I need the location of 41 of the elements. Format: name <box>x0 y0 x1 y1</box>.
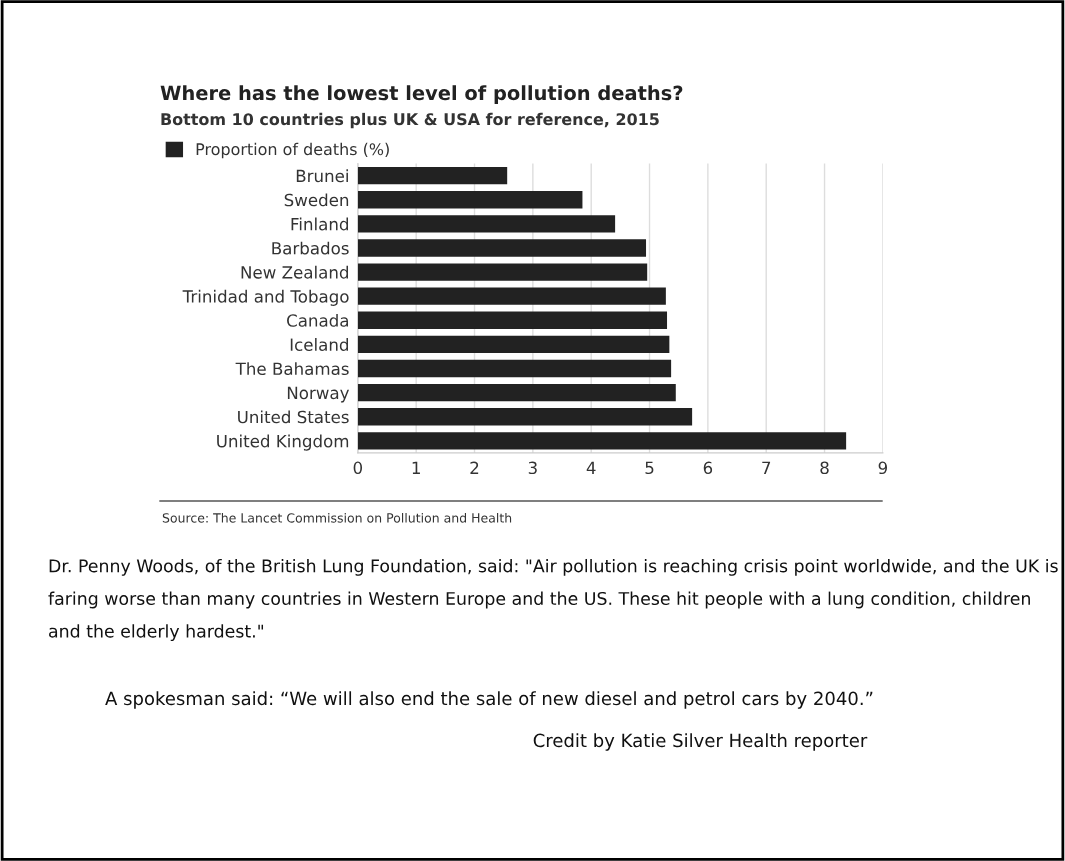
y-tick-label: Trinidad and Tobago <box>182 289 349 306</box>
y-tick-label: Sweden <box>284 193 349 207</box>
chart-title: Where has the lowest level of pollution deaths? <box>160 85 683 105</box>
y-tick-label: Canada <box>287 313 348 327</box>
x-tick-label: 2 <box>470 461 479 474</box>
bar <box>357 215 616 233</box>
y-tick-label: The Bahamas <box>235 362 349 376</box>
text: Credit by Katie Silver Health reporter <box>533 733 868 751</box>
y-tick-label: Brunei <box>296 169 348 183</box>
x-tick-label: 4 <box>586 461 596 474</box>
text: Dr. Penny Woods, of the British Lung Foundation, said: "Air pollution is reaching crisis point worldwide, and the UK is faring worse than many countries in Western Europe and the US. These hit people with a lung condition, children and the elderly hardest." <box>48 558 1058 642</box>
y-tick-label: Finland <box>291 217 348 231</box>
bar <box>357 408 693 426</box>
bar <box>357 263 648 281</box>
x-tick-label: 0 <box>353 461 363 475</box>
bar <box>357 287 666 305</box>
x-tick-label: 9 <box>878 461 888 475</box>
y-tick-label: Barbados <box>272 241 349 255</box>
source-note: Source: The Lancet Commission on Pollution and Health <box>162 512 512 523</box>
y-tick-label: United States <box>238 410 349 424</box>
x-tick-label: 3 <box>528 461 537 475</box>
bar <box>357 335 670 354</box>
x-tick-label: 5 <box>645 461 654 475</box>
legend-label: Proportion of deaths (%) <box>196 142 389 159</box>
bar <box>357 191 583 209</box>
bar <box>357 383 676 402</box>
bar <box>357 166 508 185</box>
y-tick-label: Iceland <box>290 338 348 351</box>
bar <box>357 359 672 378</box>
x-tick-label: 8 <box>820 461 829 475</box>
y-tick-label: United Kingdom <box>217 434 349 451</box>
chart-subtitle: Bottom 10 countries plus UK & USA for reference, 2015 <box>161 112 659 129</box>
bar <box>357 239 647 257</box>
x-tick-label: 1 <box>412 461 420 474</box>
bar <box>357 311 668 329</box>
y-tick-label: Norway <box>287 386 350 403</box>
bar <box>357 432 847 450</box>
y-tick-label: New Zealand <box>241 265 348 279</box>
x-tick-label: 6 <box>703 461 713 475</box>
text: A spokesman said: “We will also end the sale of new diesel and petrol cars by 2040.” <box>105 691 873 709</box>
x-tick-label: 7 <box>762 461 771 474</box>
